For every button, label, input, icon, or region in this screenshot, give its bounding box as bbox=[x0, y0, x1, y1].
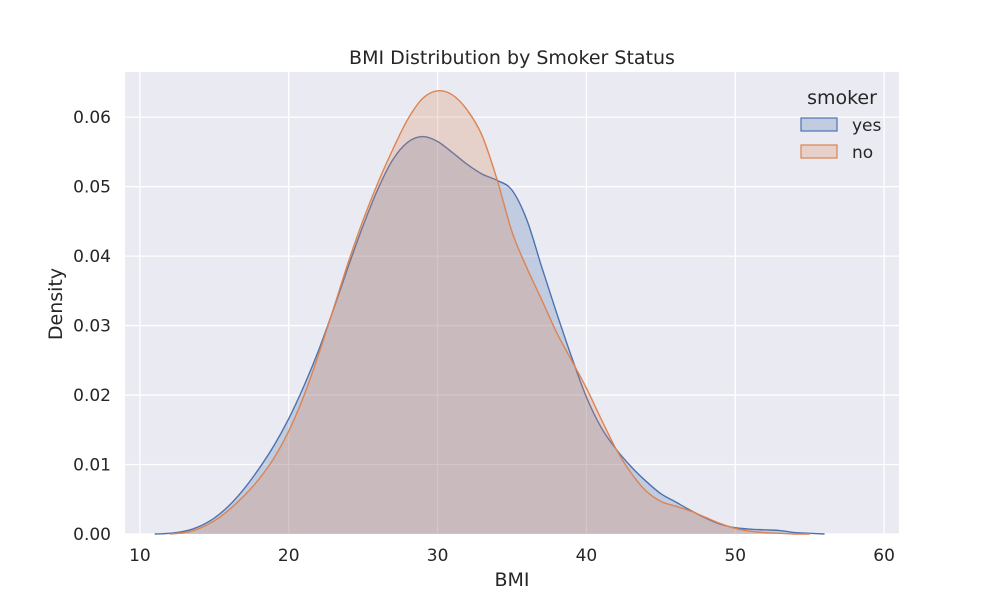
legend: smoker yes no bbox=[800, 87, 882, 163]
y-tick-label: 0.01 bbox=[73, 456, 111, 476]
grid-lines bbox=[125, 72, 899, 535]
density-line-no bbox=[169, 89, 810, 535]
legend-swatch-yes bbox=[800, 117, 838, 132]
y-tick-label: 0.03 bbox=[73, 317, 111, 337]
y-tick-label: 0.06 bbox=[73, 108, 111, 128]
density-area-no bbox=[169, 90, 810, 535]
chart-title: BMI Distribution by Smoker Status bbox=[349, 47, 675, 69]
y-axis-label: Density bbox=[45, 268, 67, 340]
y-tick-label: 0.05 bbox=[73, 178, 111, 198]
x-tick-label: 10 bbox=[129, 546, 151, 566]
density-areas bbox=[154, 89, 825, 535]
legend-label-no: no bbox=[852, 143, 873, 163]
x-tick-label: 50 bbox=[724, 546, 746, 566]
density-line-yes bbox=[154, 135, 825, 535]
x-tick-label: 60 bbox=[873, 546, 895, 566]
x-tick-label: 40 bbox=[576, 546, 598, 566]
legend-title: smoker bbox=[807, 87, 877, 109]
x-axis-label: BMI bbox=[494, 569, 529, 591]
x-tick-label: 30 bbox=[427, 546, 449, 566]
legend-label-yes: yes bbox=[852, 116, 882, 136]
tick-labels: 10 20 30 40 50 60 0.00 0.01 0.02 0.03 0.04 0.05 0.06 bbox=[73, 108, 895, 566]
y-tick-label: 0.02 bbox=[73, 386, 111, 406]
y-tick-label: 0.04 bbox=[73, 247, 111, 267]
legend-swatch-no bbox=[800, 144, 838, 159]
plot-background bbox=[125, 72, 899, 534]
x-tick-label: 20 bbox=[278, 546, 300, 566]
y-tick-label: 0.00 bbox=[73, 525, 111, 545]
density-area-yes bbox=[154, 136, 825, 535]
